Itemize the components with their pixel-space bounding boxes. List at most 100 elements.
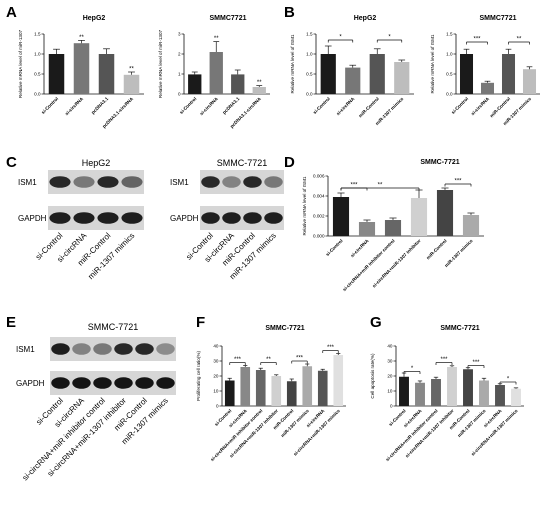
blot-membrane (50, 337, 176, 361)
x-tick-label: si-circRNA (335, 96, 356, 117)
blot-band (135, 343, 154, 355)
bar (436, 190, 454, 236)
bar (286, 381, 297, 406)
blot-membrane (50, 371, 176, 395)
bar (332, 197, 350, 236)
significance-label: *** (296, 356, 304, 362)
blot-band (72, 343, 91, 355)
bar (73, 43, 90, 94)
panel-letter-e: E (6, 314, 16, 331)
y-tick-label: 40 (387, 344, 393, 349)
bar (394, 62, 410, 94)
y-tick-label: 1 (178, 72, 181, 77)
y-tick-label: 0.002 (313, 214, 325, 219)
blot-band (93, 343, 112, 355)
x-tick-label: si-circRNA+miR inhibitor control (342, 238, 396, 292)
blot-band (222, 212, 241, 224)
x-tick-label: miR-1307 mimics (457, 408, 487, 438)
blot-band (114, 377, 133, 389)
x-tick-label: pcDNA3.1 (90, 96, 109, 115)
blot-row-label: ISM1 (170, 178, 189, 187)
y-tick-label: 0 (216, 404, 219, 409)
y-axis-label: Proliferating cell ratio(%) (196, 351, 201, 402)
bar (209, 52, 223, 94)
bar (271, 376, 282, 406)
significance-label: ** (266, 357, 271, 363)
significance-label: * (388, 35, 391, 41)
x-tick-label: si-circRNA+miR-1307 inhibitor (371, 238, 422, 289)
blot-band (49, 176, 71, 188)
x-tick-label: miR-Control (425, 238, 447, 260)
blot-band (97, 176, 119, 188)
x-tick-label: si-Control (312, 96, 331, 115)
y-tick-label: 0.0 (34, 92, 41, 97)
x-tick-label: miR-Control (358, 96, 380, 118)
bar (501, 54, 516, 94)
bar (123, 74, 140, 94)
chart-title: SMMC-7721 (420, 159, 459, 166)
y-tick-label: 20 (213, 374, 219, 379)
blot-band (156, 377, 175, 389)
bar (462, 215, 480, 236)
chart-a2: SMMC7721 Relative mRNA level of miR-1307 0… (158, 15, 270, 129)
significance-label: * (507, 377, 510, 383)
blot-lane-label: si-circRNA+miR inhibitor control (21, 396, 108, 483)
bar (399, 376, 409, 406)
bar (495, 385, 505, 406)
x-tick-label: miR-Control (489, 96, 511, 118)
bar (188, 74, 202, 94)
blot-band (49, 212, 71, 224)
bar (320, 54, 336, 94)
blot-band (222, 176, 241, 188)
bar (317, 370, 328, 406)
significance-label: *** (472, 360, 480, 366)
blot-band (73, 212, 95, 224)
blot-title: HepG2 (82, 158, 111, 168)
y-tick-label: 30 (213, 359, 219, 364)
x-tick-label: miR-1307 mimics (444, 238, 474, 268)
y-tick-label: 0.0 (446, 92, 453, 97)
y-tick-label: 1.5 (446, 32, 453, 37)
bar (479, 380, 489, 406)
y-tick-label: 0.0 (306, 92, 313, 97)
x-tick-label: si-circRNA (64, 96, 85, 117)
panel-letter-a: A (6, 4, 17, 21)
y-axis-label: Relative mRNA level of ISM1 (430, 34, 435, 93)
blot-band (51, 377, 70, 389)
y-tick-label: 0.5 (446, 72, 453, 77)
y-axis-label: Relative mRNA level of ISM1 (302, 176, 307, 235)
bar (480, 82, 495, 94)
blots-layer: HepG2ISM1GAPDHsi-Controlsi-circRNAmiR-Co… (16, 158, 284, 482)
blot-row-label: GAPDH (18, 214, 47, 223)
panel-letter-b: B (284, 4, 295, 21)
significance-label: ** (214, 36, 219, 42)
blot-band (243, 176, 262, 188)
bar (410, 198, 428, 236)
blot-lane-label: miR-1307 mimics (86, 231, 136, 281)
blot-band (97, 212, 119, 224)
chart-g: SMMC-7721 Cell apoptosis rate(%) 0 10 20 30 40… (370, 325, 524, 462)
bar (369, 54, 385, 94)
bar (98, 54, 115, 94)
significance-label: *** (234, 357, 242, 363)
blot-band (201, 212, 220, 224)
y-tick-label: 0.000 (313, 234, 325, 239)
y-axis-label: Relative mRNA level of ISM1 (290, 34, 295, 93)
significance-label: ** (517, 37, 522, 43)
bar (48, 54, 65, 94)
x-tick-label: si-circRNA (350, 238, 371, 259)
y-tick-label: 1.0 (446, 52, 453, 57)
y-tick-label: 2 (178, 52, 181, 57)
y-tick-label: 40 (213, 344, 219, 349)
blot-band (156, 343, 175, 355)
x-tick-label: si-circRNA (470, 96, 491, 117)
chart-b2: SMMC7721 Relative mRNA level of ISM1 0.0 0.… (430, 15, 540, 126)
significance-label: ** (79, 35, 84, 41)
significance-label: ** (129, 67, 134, 73)
y-tick-label: 0 (178, 92, 181, 97)
blot-band (51, 343, 70, 355)
bar (255, 370, 266, 406)
bar (345, 67, 361, 94)
